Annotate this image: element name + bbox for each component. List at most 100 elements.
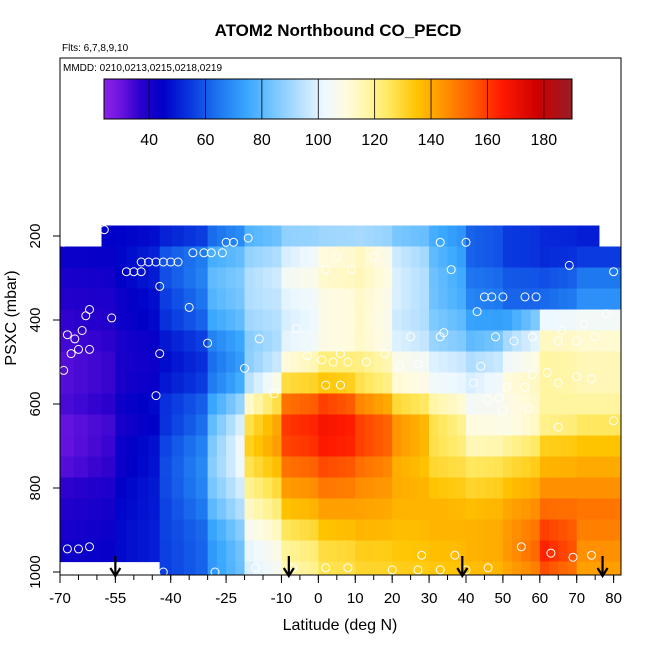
heatmap-cell (576, 306, 589, 311)
heatmap-cell (253, 344, 264, 349)
heatmap-cell (207, 372, 218, 377)
heatmap-cell (447, 488, 458, 493)
heatmap-cell (126, 344, 139, 349)
heatmap-cell (609, 533, 621, 538)
heatmap-cell (216, 425, 227, 430)
heatmap-cell (429, 449, 439, 454)
heatmap-cell (549, 348, 559, 353)
heatmap-cell (502, 260, 513, 265)
heatmap-cell (576, 278, 589, 283)
heatmap-cell (558, 414, 569, 419)
heatmap-cell (207, 488, 218, 493)
heatmap-cell (364, 537, 375, 542)
heatmap-cell (410, 274, 421, 279)
heatmap-cell (327, 323, 338, 328)
heatmap-cell (159, 484, 173, 489)
heatmap-cell (392, 323, 402, 328)
heatmap-cell (493, 344, 504, 349)
heatmap-cell (512, 418, 522, 423)
heatmap-cell (262, 253, 273, 258)
heatmap-cell (382, 306, 393, 311)
heatmap-cell (373, 365, 384, 370)
heatmap-cell (373, 453, 384, 458)
heatmap-cell (101, 330, 116, 335)
heatmap-cell (521, 516, 532, 521)
heatmap-cell (502, 495, 513, 500)
heatmap-cell (207, 309, 218, 314)
heatmap-cell (410, 516, 421, 521)
heatmap-cell (281, 537, 292, 542)
heatmap-cell (609, 428, 621, 433)
heatmap-cell (587, 414, 600, 419)
heatmap-cell (419, 477, 430, 482)
heatmap-cell (115, 498, 128, 503)
heatmap-cell (475, 267, 486, 272)
heatmap-cell (87, 369, 103, 374)
heatmap-cell (244, 467, 255, 472)
heatmap-cell (447, 313, 458, 318)
heatmap-cell (587, 278, 600, 283)
heatmap-cell (355, 463, 366, 468)
heatmap-cell (429, 232, 439, 237)
heatmap-cell (456, 250, 467, 255)
heatmap-cell (419, 355, 430, 360)
heatmap-cell (410, 309, 421, 314)
heatmap-cell (598, 393, 611, 398)
heatmap-cell (364, 302, 375, 307)
heatmap-cell (447, 449, 458, 454)
heatmap-cell (148, 288, 161, 293)
heatmap-cell (549, 278, 559, 283)
heatmap-cell (521, 533, 532, 538)
heatmap-cell (502, 348, 513, 353)
heatmap-cell (253, 267, 264, 272)
heatmap-cell (60, 316, 75, 321)
heatmap-cell (309, 365, 319, 370)
heatmap-cell (60, 533, 75, 538)
heatmap-cell (73, 481, 89, 486)
heatmap-cell (392, 358, 402, 363)
heatmap-cell (410, 491, 421, 496)
heatmap-cell (410, 523, 421, 528)
heatmap-cell (598, 313, 611, 318)
heatmap-cell (309, 344, 319, 349)
heatmap-cell (502, 313, 513, 318)
heatmap-cell (373, 351, 384, 356)
heatmap-cell (137, 495, 150, 500)
heatmap-cell (598, 250, 611, 255)
heatmap-cell (290, 526, 301, 531)
heatmap-cell (299, 400, 310, 405)
heatmap-cell (567, 530, 578, 535)
heatmap-cell (530, 351, 541, 356)
heatmap-cell (318, 295, 329, 300)
heatmap-cell (410, 537, 421, 542)
heatmap-cell (290, 386, 301, 391)
heatmap-cell (456, 526, 467, 531)
heatmap-cell (549, 498, 559, 503)
heatmap-cell (60, 327, 75, 332)
heatmap-cell (226, 449, 236, 454)
heatmap-cell (410, 442, 421, 447)
heatmap-cell (530, 330, 541, 335)
heatmap-cell (484, 271, 495, 276)
heatmap-cell (598, 281, 611, 286)
heatmap-cell (558, 355, 569, 360)
heatmap-cell (521, 274, 532, 279)
heatmap-cell (183, 442, 197, 447)
heatmap-cell (484, 320, 495, 325)
heatmap-cell (195, 488, 209, 493)
heatmap-cell (410, 267, 421, 272)
heatmap-cell (438, 449, 449, 454)
heatmap-cell (567, 376, 578, 381)
heatmap-cell (438, 257, 449, 262)
heatmap-cell (530, 253, 541, 258)
heatmap-cell (195, 386, 209, 391)
heatmap-cell (244, 264, 255, 269)
heatmap-cell (101, 225, 116, 230)
heatmap-cell (327, 495, 338, 500)
heatmap-cell (346, 537, 356, 542)
heatmap-cell (392, 449, 402, 454)
heatmap-cell (73, 362, 89, 367)
heatmap-cell (148, 516, 161, 521)
heatmap-cell (87, 376, 103, 381)
heatmap-cell (115, 474, 128, 479)
